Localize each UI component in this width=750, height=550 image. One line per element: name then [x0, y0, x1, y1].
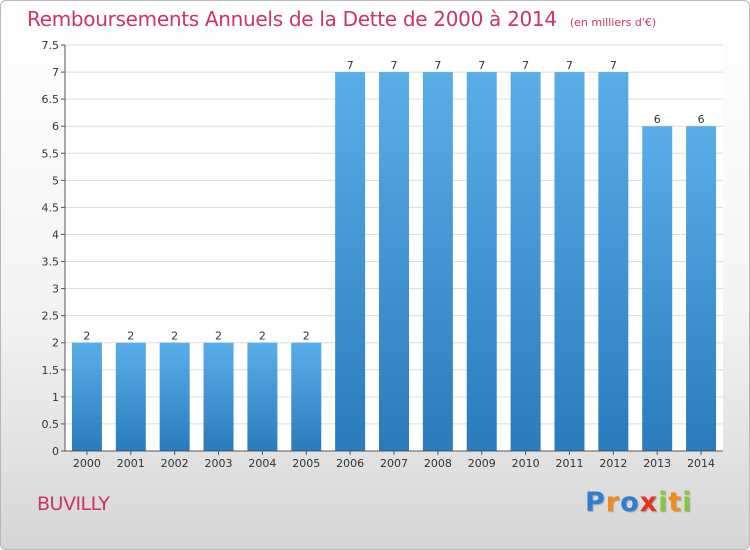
y-tick-label: 2.5 — [42, 310, 60, 323]
data-label: 6 — [698, 113, 705, 126]
y-tick-label: 4 — [52, 228, 59, 241]
x-tick-label: 2014 — [687, 457, 715, 470]
bar — [422, 72, 453, 452]
y-tick-label: 7 — [52, 66, 59, 79]
y-tick-label: 7.5 — [42, 39, 60, 52]
logo-letter: r — [605, 487, 621, 518]
x-tick-labels: 2000 2001 2002 2003 2004 2005 2006 2007 2008 2009… — [73, 457, 715, 470]
bar — [71, 342, 102, 451]
bar — [115, 342, 146, 451]
data-label: 7 — [566, 59, 573, 72]
x-tick-label: 2009 — [468, 457, 496, 470]
bar — [291, 342, 322, 451]
data-label: 2 — [127, 330, 134, 343]
bar — [686, 126, 717, 451]
bar — [335, 72, 366, 452]
title-text: Remboursements Annuels de la Dette de 20… — [27, 7, 557, 31]
data-label: 2 — [83, 330, 90, 343]
logo-letter: i — [658, 487, 669, 518]
y-tick-label: 1 — [52, 391, 59, 404]
x-tick-label: 2003 — [205, 457, 233, 470]
bar — [203, 342, 234, 451]
bar — [510, 72, 541, 452]
bar — [554, 72, 585, 452]
proxiti-logo[interactable]: Proxiti — [585, 487, 693, 518]
data-labels: 2 2 2 2 2 2 7 7 7 7 7 7 7 6 6 — [83, 59, 704, 343]
x-tick-label: 2013 — [643, 457, 671, 470]
data-label: 2 — [171, 330, 178, 343]
y-tick-label: 2 — [52, 337, 59, 350]
data-label: 2 — [215, 330, 222, 343]
data-label: 7 — [391, 59, 398, 72]
y-tick-label: 0.5 — [42, 418, 60, 431]
bar — [247, 342, 278, 451]
x-tick-label: 2011 — [555, 457, 583, 470]
logo-letter: o — [620, 487, 640, 518]
data-label: 7 — [522, 59, 529, 72]
y-tick-label: 6 — [52, 120, 59, 133]
y-tick-label: 3.5 — [42, 256, 60, 269]
logo-letter: t — [668, 487, 683, 518]
axes — [61, 44, 723, 455]
x-tick-label: 2001 — [117, 457, 145, 470]
y-tick-label: 4.5 — [42, 201, 60, 214]
x-tick-label: 2000 — [73, 457, 101, 470]
unit-note: (en milliers d'€) — [569, 16, 657, 29]
x-tick-label: 2007 — [380, 457, 408, 470]
bars — [71, 72, 717, 452]
y-tick-label: 5.5 — [42, 147, 60, 160]
place-name: BUVILLY — [37, 493, 110, 515]
data-label: 7 — [610, 59, 617, 72]
bar — [642, 126, 673, 451]
data-label: 6 — [654, 113, 661, 126]
data-label: 7 — [434, 59, 441, 72]
x-tick-label: 2010 — [512, 457, 540, 470]
logo-letter: x — [639, 487, 659, 518]
y-tick-label: 0 — [52, 445, 59, 458]
y-tick-label: 1.5 — [42, 364, 60, 377]
y-tick-labels: 0 0.5 1 1.5 2 2.5 3 3.5 4 4.5 5 5.5 6 6.5 7 7.5 — [42, 39, 60, 458]
data-label: 7 — [478, 59, 485, 72]
x-tick-label: 2004 — [248, 457, 276, 470]
data-label: 2 — [259, 330, 266, 343]
x-tick-label: 2008 — [424, 457, 452, 470]
data-label: 7 — [347, 59, 354, 72]
bar — [466, 72, 497, 452]
logo-letter: P — [585, 487, 606, 518]
data-label: 2 — [303, 330, 310, 343]
x-tick-label: 2012 — [599, 457, 627, 470]
logo-letter: i — [682, 487, 693, 518]
bar — [598, 72, 629, 452]
bar — [159, 342, 190, 451]
y-tick-label: 3 — [52, 283, 59, 296]
y-tick-label: 5 — [52, 174, 59, 187]
bar — [379, 72, 409, 452]
x-tick-label: 2005 — [292, 457, 320, 470]
chart-title: Remboursements Annuels de la Dette de 20… — [27, 7, 656, 31]
y-tick-label: 6.5 — [42, 93, 60, 106]
x-tick-label: 2006 — [336, 457, 364, 470]
x-tick-label: 2002 — [161, 457, 189, 470]
